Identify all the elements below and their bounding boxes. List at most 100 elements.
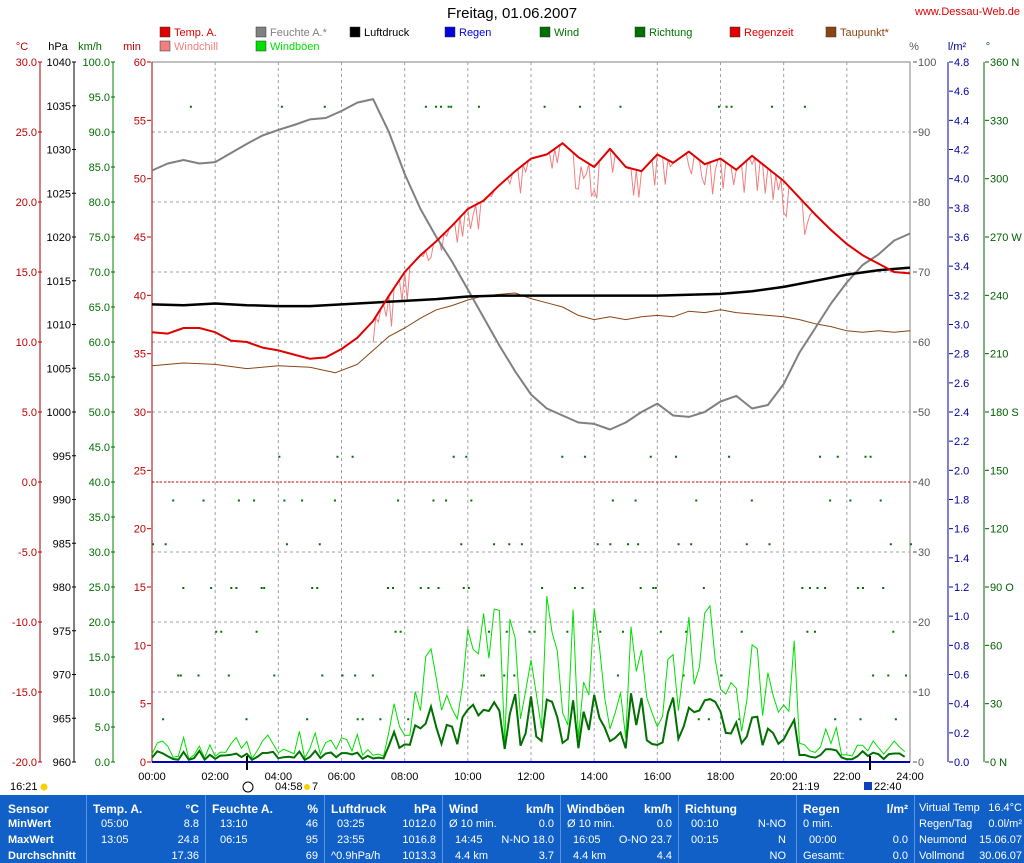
humidity-head: Feuchte A. bbox=[212, 802, 273, 816]
rain-tick-label: 3.6 bbox=[954, 232, 969, 244]
direction-point bbox=[354, 674, 357, 677]
direction-r3b: NO bbox=[769, 850, 787, 862]
rain-tick-label: 1.6 bbox=[954, 524, 969, 536]
minutes-tick-label: 55 bbox=[134, 115, 146, 127]
time-tick-label: 10:00 bbox=[454, 771, 482, 783]
direction-point bbox=[179, 674, 182, 677]
minutes-tick-label: 25 bbox=[134, 465, 146, 477]
direction-point bbox=[824, 587, 827, 589]
temp-tick-label: 5.0 bbox=[22, 407, 37, 419]
speed-tick-label: 90.0 bbox=[89, 127, 110, 139]
direction-point bbox=[697, 718, 700, 721]
direction-point bbox=[637, 543, 640, 546]
pressure-line bbox=[151, 266, 911, 308]
rain-tick-label: 3.8 bbox=[954, 203, 969, 215]
direction-point bbox=[356, 718, 359, 721]
minutes-tick-label: 20 bbox=[134, 524, 146, 536]
legend-swatch bbox=[255, 40, 267, 52]
moonset-time: 04:58 bbox=[275, 781, 303, 793]
direction-point bbox=[627, 543, 630, 546]
direction-point bbox=[740, 630, 743, 633]
pressure-tick-label: 1040 bbox=[47, 57, 71, 69]
direction-point bbox=[397, 499, 400, 502]
direction-point bbox=[561, 455, 564, 458]
minutes-tick-label: 35 bbox=[134, 349, 146, 361]
direction-head: Richtung bbox=[685, 802, 737, 816]
direction-point bbox=[311, 587, 314, 589]
direction-tick-label: 120 bbox=[990, 524, 1008, 536]
pressure-section: Luftdruck hPa 03:25 1012.0 23:55 1016.8 … bbox=[325, 795, 443, 863]
speed-tick-label: 30.0 bbox=[89, 547, 110, 559]
rain-tick-label: 4.4 bbox=[954, 115, 969, 127]
direction-point bbox=[278, 455, 281, 458]
pressure-unit: hPa bbox=[413, 802, 436, 816]
temp-tick-label: 25.0 bbox=[16, 127, 37, 139]
speed-tick-label: 75.0 bbox=[89, 232, 110, 244]
humidity-avg: 69 bbox=[305, 850, 318, 862]
direction-point bbox=[702, 587, 705, 589]
direction-tick-label: 30 bbox=[990, 699, 1002, 711]
direction-point bbox=[255, 630, 258, 633]
humidity-line bbox=[151, 98, 911, 431]
direction-point bbox=[394, 630, 397, 633]
temp-unit: °C bbox=[185, 802, 199, 816]
rain-tick-label: 4.2 bbox=[954, 145, 969, 157]
direction-point bbox=[894, 718, 897, 721]
direction-point bbox=[189, 105, 192, 108]
direction-point bbox=[707, 718, 710, 721]
direction-point bbox=[230, 587, 233, 589]
pressure-trend: ^0.9hPa/h bbox=[331, 850, 381, 862]
gust-head: Windböen bbox=[567, 802, 625, 816]
direction-point bbox=[333, 499, 336, 502]
humidity-max: 95 bbox=[305, 834, 318, 846]
wind-r3b: 3.7 bbox=[538, 850, 554, 862]
pressure-tick-label: 1005 bbox=[47, 363, 71, 375]
direction-point bbox=[152, 543, 154, 546]
direction-point bbox=[621, 630, 624, 633]
direction-point bbox=[725, 105, 728, 108]
direction-point bbox=[424, 105, 427, 108]
direction-point bbox=[285, 543, 288, 546]
direction-point bbox=[227, 674, 230, 677]
direction-point bbox=[609, 543, 612, 546]
direction-point bbox=[581, 587, 584, 589]
legend-label: Luftdruck bbox=[364, 27, 410, 39]
gust-r2b: O-NO 23.7 bbox=[618, 834, 672, 846]
direction-point bbox=[892, 630, 895, 633]
pressure-head: Luftdruck bbox=[331, 802, 387, 816]
rain-tick-label: 0.8 bbox=[954, 640, 969, 652]
direction-point bbox=[503, 674, 506, 677]
speed-tick-label: 60.0 bbox=[89, 337, 110, 349]
rain-tick-label: 1.2 bbox=[954, 582, 969, 594]
direction-point bbox=[162, 718, 165, 721]
direction-point bbox=[336, 455, 339, 458]
speed-tick-label: 15.0 bbox=[89, 652, 110, 664]
temp-tick-label: -15.0 bbox=[12, 687, 37, 699]
temp-min-time: 05:00 bbox=[101, 818, 129, 830]
legend-label: Regen bbox=[459, 27, 491, 39]
direction-point bbox=[677, 543, 680, 546]
direction-point bbox=[235, 587, 238, 589]
direction-point bbox=[690, 543, 693, 546]
rain-tick-label: 4.0 bbox=[954, 174, 969, 186]
time-tick-label: 20:00 bbox=[770, 771, 798, 783]
pressure-tick-label: 1025 bbox=[47, 188, 71, 200]
direction-point bbox=[619, 105, 622, 108]
rain-tick-label: 3.0 bbox=[954, 320, 969, 332]
pressure-tick-label: 1030 bbox=[47, 145, 71, 157]
direction-point bbox=[720, 674, 723, 677]
direction-point bbox=[528, 630, 531, 633]
axis-unit-label: ° bbox=[986, 41, 990, 53]
legend-label: Temp. A. bbox=[174, 27, 217, 39]
direction-point bbox=[682, 674, 685, 677]
wind-r1b: 0.0 bbox=[538, 818, 554, 830]
legend-swatch bbox=[539, 26, 551, 38]
time-tick-label: 18:00 bbox=[707, 771, 735, 783]
direction-point bbox=[467, 587, 470, 589]
rain-tick-label: 3.2 bbox=[954, 290, 969, 302]
temp-tick-label: 15.0 bbox=[16, 267, 37, 279]
site-link[interactable]: www.Dessau-Web.de bbox=[915, 6, 1020, 18]
speed-tick-label: 55.0 bbox=[89, 372, 110, 384]
minutes-tick-label: 5 bbox=[140, 699, 146, 711]
